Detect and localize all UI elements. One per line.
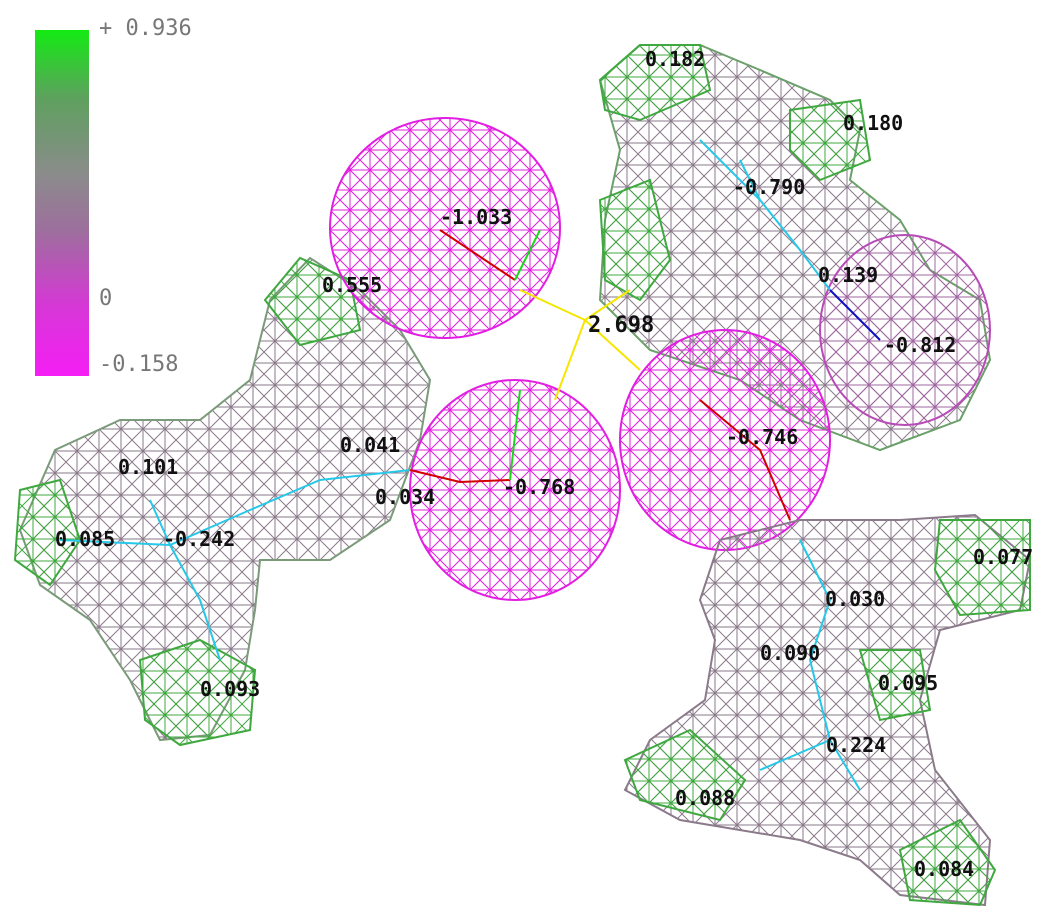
charge-label: 0.224: [826, 733, 886, 757]
charge-label: -0.790: [733, 175, 805, 199]
right-oxygen-surface: [819, 234, 991, 426]
charge-label: 0.041: [340, 433, 400, 457]
charge-label: -1.033: [440, 205, 512, 229]
colorbar-max-label: + 0.936: [99, 16, 192, 41]
charge-label: 0.095: [878, 671, 938, 695]
left-bonds: [59, 469, 411, 661]
charge-label: -0.242: [163, 527, 235, 551]
colorbar-zero-label: 0: [99, 286, 113, 311]
charge-label: 0.555: [322, 273, 382, 297]
charge-label: 0.180: [843, 111, 903, 135]
right-h-bottom-right-surface: [898, 818, 997, 907]
left-oh-bond: [509, 229, 541, 481]
left-carbonyl-bond: [409, 229, 516, 484]
bond-skeleton: [59, 139, 881, 791]
right-ch-bond: [829, 289, 881, 341]
charge-label: 0.093: [200, 677, 260, 701]
charge-label: 0.030: [825, 587, 885, 611]
charge-label: -0.812: [884, 333, 956, 357]
left-molecule-surface: [13, 117, 621, 747]
charge-labels: 0.182 0.180 -1.033 -0.790 0.555 0.139 -0…: [55, 47, 1033, 881]
charge-label: 0.085: [55, 527, 115, 551]
right-carbonyl-bond: [699, 399, 791, 521]
charge-label: 0.101: [118, 455, 178, 479]
left-oxygen-top-surface: [329, 117, 561, 339]
charge-color-scale: [35, 30, 89, 376]
hydrogen-bond: [519, 289, 641, 401]
right-h-right-surface: [789, 98, 872, 182]
charge-label: 0.139: [818, 263, 878, 287]
right-h-bottom-left-surface: [623, 728, 747, 822]
hbond-line: [519, 289, 641, 401]
right-bonds: [699, 139, 861, 791]
left-top-h-surface: [263, 256, 362, 347]
charge-label: 0.090: [760, 641, 820, 665]
right-h-left-surface: [598, 178, 672, 302]
left-bottom-h-surface: [138, 638, 257, 747]
right-h-middle-surface: [858, 649, 932, 722]
charge-label: 0.084: [914, 857, 974, 881]
charge-label: 0.088: [675, 786, 735, 810]
charge-label: 0.034: [375, 485, 435, 509]
right-molecule-surface: [598, 44, 1032, 907]
colorbar-min-label: -0.158: [99, 352, 179, 377]
hbond-distance-label: 2.698: [588, 313, 654, 338]
left-terminal-h-surface: [13, 478, 82, 587]
right-h-top-surface: [598, 44, 712, 122]
right-h-lower-right-surface: [933, 519, 1031, 617]
charge-label: -0.768: [503, 475, 575, 499]
charge-label: -0.746: [726, 425, 798, 449]
charge-label: 0.182: [645, 47, 705, 71]
right-oxygen-center-surface: [619, 329, 831, 551]
left-oxygen-bottom-surface: [409, 379, 621, 601]
charge-label: 0.077: [973, 545, 1033, 569]
